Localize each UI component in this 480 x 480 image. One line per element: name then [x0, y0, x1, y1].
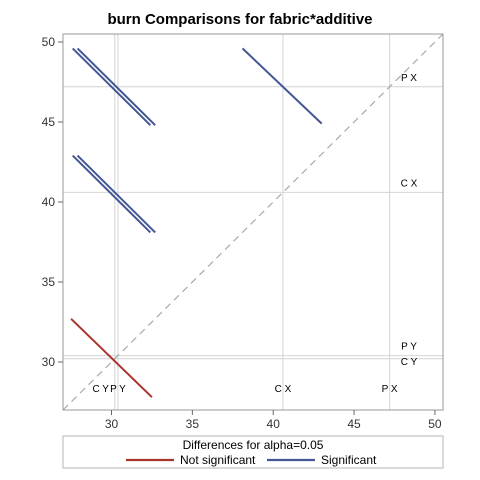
diagonal-reference-line: [62, 33, 444, 411]
comparison-segments: [70, 47, 323, 398]
legend-title: Differences for alpha=0.05: [183, 438, 324, 452]
legend-entry-label: Significant: [321, 453, 377, 467]
axes: 30 35 40 45 50 30 35 40 45 50: [42, 33, 444, 431]
bottom-group-label: P Y: [110, 384, 126, 395]
significant-segment: [76, 154, 156, 234]
bottom-group-label: P X: [382, 384, 398, 395]
significant-segment: [71, 47, 152, 126]
significant-segment: [71, 154, 152, 234]
y-tick-label: 30: [42, 355, 56, 369]
x-tick-label: 35: [186, 417, 200, 431]
legend-entry-label: Not significant: [180, 453, 256, 467]
legend-box: [62, 435, 444, 469]
right-group-label: P Y: [401, 342, 417, 353]
y-tick-label: 35: [42, 275, 56, 289]
x-tick-label: 50: [428, 417, 442, 431]
right-group-label: C X: [401, 178, 418, 189]
plot-frame: [62, 33, 444, 411]
x-tick-label: 45: [347, 417, 361, 431]
diagonal-reference-layer: [62, 33, 444, 411]
x-tick-label: 30: [105, 417, 119, 431]
y-tick-label: 45: [42, 115, 56, 129]
x-tick-label: 40: [267, 417, 281, 431]
right-group-label: P X: [401, 73, 417, 84]
bottom-group-label: C Y: [92, 384, 109, 395]
y-tick-label: 50: [42, 35, 56, 49]
not-significant-segment: [70, 318, 153, 398]
group-reference-lines: [63, 34, 443, 410]
y-tick-label: 40: [42, 195, 56, 209]
right-group-label: C Y: [401, 357, 418, 368]
significant-segment: [241, 47, 323, 125]
bottom-group-label: C X: [275, 384, 292, 395]
chart-title: burn Comparisons for fabric*additive: [107, 11, 372, 28]
significant-segment: [76, 47, 156, 126]
